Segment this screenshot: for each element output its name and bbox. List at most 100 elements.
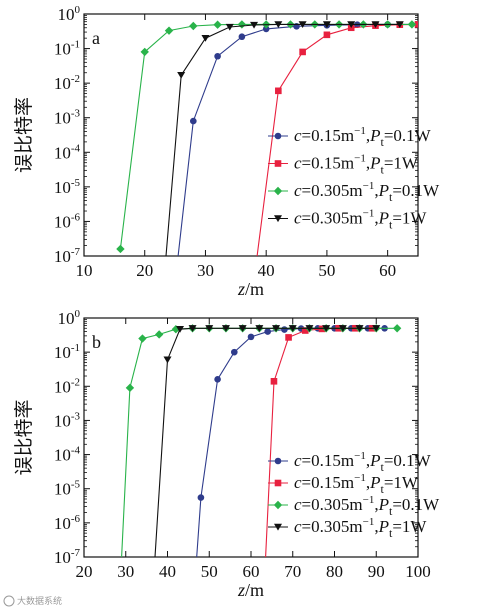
data-point-red: [285, 334, 292, 341]
legend-var-c: c: [294, 154, 302, 173]
legend-subscript: t: [389, 526, 393, 540]
y-tick-base: 10: [54, 178, 71, 197]
data-point-black: [272, 325, 281, 332]
legend-p-value: =0.1W: [384, 451, 432, 470]
y-tick-label: 100: [58, 4, 81, 24]
legend-p-value: =0.1W: [384, 126, 432, 145]
legend-subscript: t: [389, 218, 393, 232]
legend: c=0.15m−1,Pt=0.1Wc=0.15m−1,Pt=1Wc=0.305m…: [268, 125, 440, 232]
legend-entry-black: c=0.305m−1,Pt=1W: [294, 516, 427, 540]
legend-entry-blue: c=0.15m−1,Pt=0.1W: [294, 450, 432, 474]
y-tick-base: 10: [54, 377, 71, 396]
x-tick-label: 60: [379, 261, 396, 280]
series-line-black: [165, 23, 400, 256]
y-tick-exponent: -4: [71, 445, 81, 457]
legend-entry-red: c=0.15m−1,Pt=1W: [294, 472, 419, 496]
data-point-black: [338, 325, 347, 332]
y-tick-label: 10-1: [54, 342, 80, 362]
legend-var-p: P: [378, 517, 389, 536]
data-point-black: [322, 21, 331, 29]
x-tick-label: 50: [201, 562, 218, 581]
legend-c-value: =0.305m: [302, 209, 363, 228]
legend-var-c: c: [294, 517, 302, 536]
legend-c-value: =0.305m: [302, 495, 363, 514]
y-tick-exponent: -3: [71, 108, 81, 120]
legend-var-p: P: [378, 495, 389, 514]
legend-c-value: =0.15m: [302, 451, 355, 470]
legend-c-value: =0.15m: [302, 154, 355, 173]
legend-p-value: =1W: [384, 473, 419, 492]
data-point-black: [177, 71, 186, 79]
legend-exponent: −1: [363, 494, 375, 506]
legend-subscript: t: [380, 135, 384, 149]
data-point-black: [372, 325, 381, 332]
y-tick-label: 10-4: [54, 142, 81, 162]
y-axis-title: 误比特率: [13, 399, 35, 475]
x-tick-label: 30: [117, 562, 134, 581]
y-tick-exponent: -1: [71, 39, 80, 51]
y-tick-base: 10: [54, 40, 71, 59]
legend-entry-green: c=0.305m−1,Pt=0.1W: [294, 180, 440, 204]
data-point-black: [274, 21, 283, 29]
data-point-blue: [214, 52, 221, 60]
legend-entry-black: c=0.305m−1,Pt=1W: [294, 208, 427, 232]
y-tick-exponent: -5: [71, 177, 81, 189]
data-point-black: [225, 23, 234, 31]
panel-label: b: [92, 332, 101, 352]
x-tick-label: 50: [318, 261, 335, 280]
legend-exponent: −1: [354, 153, 366, 165]
legend-exponent: −1: [363, 180, 375, 192]
x-axis-title: z/m: [237, 279, 264, 299]
legend-p-value: =0.1W: [392, 495, 440, 514]
x-tick-label: 40: [159, 562, 176, 581]
legend-marker-green: [273, 186, 283, 196]
legend-comma: ,: [374, 517, 378, 536]
data-point-black: [355, 325, 364, 332]
legend-entry-red: c=0.15m−1,Pt=1W: [294, 153, 419, 177]
x-tick-label: 20: [76, 562, 93, 581]
watermark-text: 大数据系统: [17, 595, 62, 607]
y-tick-exponent: -7: [71, 547, 81, 559]
legend-exponent: −1: [354, 450, 366, 462]
data-point-green: [140, 47, 149, 57]
watermark: 大数据系统: [3, 595, 62, 607]
legend-c-value: =0.305m: [302, 181, 363, 200]
data-point-blue: [264, 328, 272, 335]
legend-exponent: −1: [363, 516, 375, 528]
legend: c=0.15m−1,Pt=0.1Wc=0.15m−1,Pt=1Wc=0.305m…: [268, 450, 440, 540]
data-point-black: [163, 356, 172, 364]
y-tick-label: 10-4: [54, 445, 81, 465]
data-point-black: [176, 325, 185, 333]
y-tick-exponent: -7: [71, 246, 81, 258]
data-point-black: [238, 325, 247, 332]
y-tick-label: 10-1: [54, 39, 80, 59]
y-tick-label: 10-6: [54, 211, 81, 231]
y-tick-label: 10-5: [54, 177, 81, 197]
y-tick-exponent: -2: [71, 73, 80, 85]
legend-p-value: =1W: [392, 517, 427, 536]
x-axis-variable: z: [237, 580, 245, 600]
data-point-blue: [247, 333, 255, 341]
legend-subscript: t: [380, 482, 384, 496]
legend-c-value: =0.305m: [302, 517, 363, 536]
y-tick-label: 10-7: [54, 547, 81, 567]
y-tick-label: 10-2: [54, 376, 80, 396]
x-tick-label: 20: [136, 261, 153, 280]
data-point-blue: [262, 25, 270, 33]
y-tick-base: 10: [58, 309, 75, 328]
legend-subscript: t: [389, 504, 393, 518]
data-point-blue: [197, 494, 205, 501]
x-tick-label: 80: [326, 562, 343, 581]
legend-comma: ,: [366, 451, 370, 470]
y-tick-label: 10-3: [54, 410, 81, 430]
y-tick-label: 10-2: [54, 73, 80, 93]
data-point-green: [116, 244, 125, 254]
y-tick-base: 10: [58, 5, 75, 24]
data-point-green: [138, 334, 147, 343]
series-group: [121, 324, 402, 557]
data-point-green: [213, 20, 222, 29]
legend-comma: ,: [366, 154, 370, 173]
legend-entry-blue: c=0.15m−1,Pt=0.1W: [294, 125, 432, 149]
y-tick-label: 10-7: [54, 246, 81, 266]
